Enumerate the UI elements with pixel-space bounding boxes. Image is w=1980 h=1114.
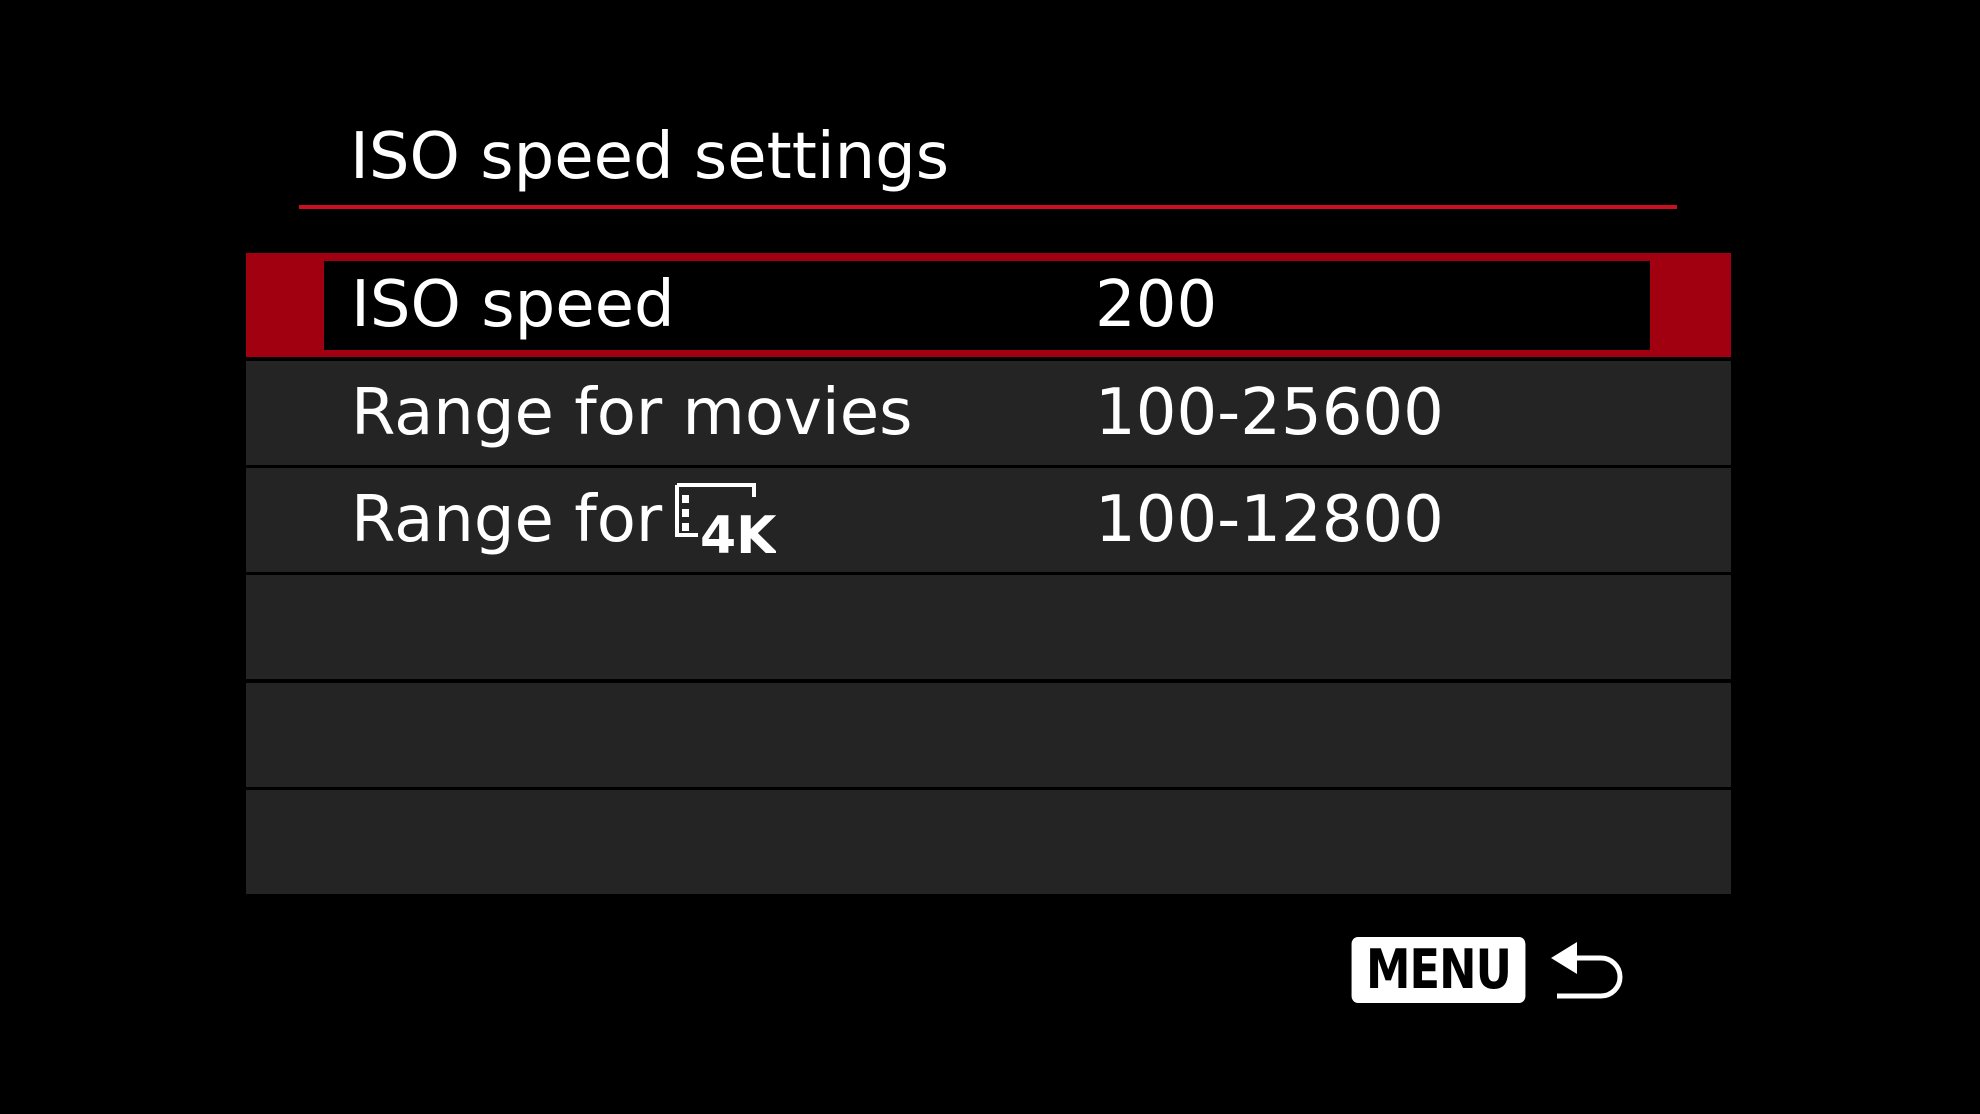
item-label: Range for bbox=[351, 483, 663, 557]
item-label: Range for movies bbox=[351, 376, 913, 450]
menu-item-range-for-4k[interactable]: Range for 4K 100-12800 bbox=[246, 468, 1731, 572]
settings-list: ISO speed 200 Range for movies 100-25600… bbox=[246, 253, 1731, 894]
menu-item-empty bbox=[246, 683, 1731, 787]
item-label-wrap: Range for 4K bbox=[351, 468, 776, 572]
item-label: ISO speed bbox=[351, 268, 675, 342]
page-title: ISO speed settings bbox=[350, 120, 950, 194]
menu-item-range-for-movies[interactable]: Range for movies 100-25600 bbox=[246, 361, 1731, 465]
menu-item-empty bbox=[246, 575, 1731, 679]
item-value: 100-12800 bbox=[1095, 483, 1444, 557]
4k-movie-icon: 4K bbox=[675, 483, 776, 555]
menu-item-iso-speed[interactable]: ISO speed 200 bbox=[246, 253, 1731, 357]
return-arrow-icon[interactable] bbox=[1549, 938, 1627, 1002]
svg-text:4K: 4K bbox=[700, 506, 776, 555]
selection-highlight bbox=[324, 261, 1650, 350]
item-value: 100-25600 bbox=[1095, 376, 1444, 450]
menu-button[interactable]: MENU bbox=[1351, 937, 1526, 1003]
item-value: 200 bbox=[1095, 268, 1218, 342]
title-divider bbox=[299, 205, 1677, 209]
menu-item-empty bbox=[246, 790, 1731, 894]
